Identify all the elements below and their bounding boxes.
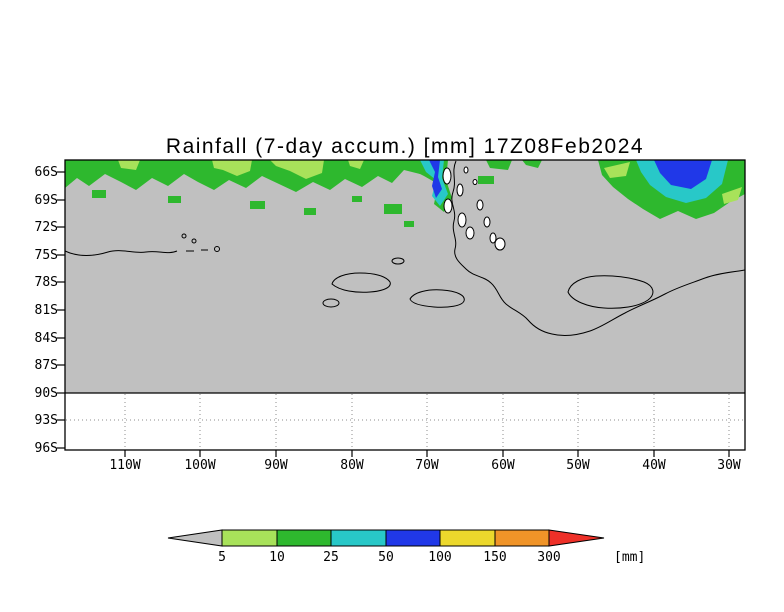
rain-patch-lightgreen xyxy=(722,187,742,204)
small-island-contour xyxy=(214,246,220,252)
island-contour xyxy=(476,199,484,211)
y-tick-label: 75S xyxy=(35,248,58,263)
colorbar-left-arrow xyxy=(167,529,223,547)
rain-speck xyxy=(478,176,494,184)
y-tick-label: 93S xyxy=(35,413,58,428)
colorbar-tick-label: 100 xyxy=(428,550,451,565)
y-tick-label: 90S xyxy=(35,386,58,401)
island-contour xyxy=(456,183,464,197)
axis-ticks xyxy=(57,171,730,457)
chart-title: Rainfall (7-day accum.) [mm] 17Z08Feb202… xyxy=(166,135,644,158)
colorbar-tick-label: 150 xyxy=(483,550,506,565)
x-tick-label: 80W xyxy=(340,458,364,473)
island-contour xyxy=(442,167,452,185)
rain-speck xyxy=(404,221,414,227)
rain-patch-top-middle xyxy=(522,160,542,168)
rain-patch-lightgreen xyxy=(348,160,364,169)
island-contour xyxy=(463,166,469,174)
colorbar-tick-label: 5 xyxy=(218,550,226,565)
y-tick-label: 87S xyxy=(35,358,58,373)
island-loop-contour xyxy=(322,298,340,308)
x-tick-label: 100W xyxy=(184,458,215,473)
rain-patch-blue-northeast xyxy=(654,160,712,189)
coastline-peninsula-main xyxy=(451,160,746,336)
colorbar-unit-label: [mm] xyxy=(614,550,645,565)
x-tick-label: 90W xyxy=(264,458,288,473)
y-tick-label: 84S xyxy=(35,331,58,346)
colorbar-tick-label: 10 xyxy=(269,550,285,565)
island-contour xyxy=(465,226,475,240)
rain-patch-top-middle xyxy=(486,160,512,170)
graticule-dotted xyxy=(66,394,744,449)
small-island-contour xyxy=(191,238,197,244)
x-tick-label: 30W xyxy=(717,458,741,473)
rain-speck xyxy=(352,196,362,202)
island-contour xyxy=(489,232,497,244)
island-contour xyxy=(483,216,491,228)
x-tick-label: 50W xyxy=(566,458,590,473)
colorbar-segment xyxy=(385,529,441,547)
small-island-contour xyxy=(181,233,187,239)
colorbar-segment xyxy=(221,529,278,547)
island-contour xyxy=(472,179,478,185)
x-tick-label: 110W xyxy=(109,458,140,473)
island-loop-contour xyxy=(331,272,391,293)
rain-patch-lightgreen xyxy=(270,160,324,179)
rain-patch-lightgreen xyxy=(212,160,252,176)
rain-speck xyxy=(92,190,106,198)
rain-patch-lightgreen xyxy=(604,162,630,178)
x-tick-label: 70W xyxy=(415,458,439,473)
colorbar-tick-label: 50 xyxy=(378,550,394,565)
colorbar: 5 10 25 50 100 150 300 [mm] xyxy=(167,529,645,565)
rain-speck xyxy=(168,196,181,203)
colorbar-segment xyxy=(276,529,332,547)
x-tick-label: 60W xyxy=(491,458,515,473)
rain-streak-cyan xyxy=(420,160,448,206)
y-axis-labels: 66S 69S 72S 75S 78S 81S 84S 87S 90S 93S … xyxy=(35,165,58,456)
x-tick-label: 40W xyxy=(642,458,666,473)
island-loop-contour xyxy=(409,289,465,308)
island-loop-contour xyxy=(567,275,654,309)
colorbar-tick-label: 300 xyxy=(537,550,560,565)
rain-patch-lightgreen xyxy=(118,160,140,170)
rain-speck xyxy=(250,201,265,209)
y-tick-label: 78S xyxy=(35,275,58,290)
rain-patch-green-west-band xyxy=(65,160,420,192)
rain-speck xyxy=(304,208,316,215)
island-contour xyxy=(457,212,467,228)
plot-frame xyxy=(64,159,746,451)
x-axis-labels: 110W 100W 90W 80W 70W 60W 50W 40W 30W xyxy=(109,458,741,473)
island-loop-contour xyxy=(391,257,405,265)
colorbar-segment xyxy=(330,529,387,547)
y-tick-label: 72S xyxy=(35,220,58,235)
y-tick-label: 81S xyxy=(35,303,58,318)
colorbar-tick-label: 25 xyxy=(323,550,339,565)
rain-shading xyxy=(65,160,745,227)
y-tick-label: 96S xyxy=(35,441,58,456)
rain-streak-blue xyxy=(429,160,442,198)
colorbar-segment xyxy=(494,529,550,547)
colorbar-segment xyxy=(439,529,496,547)
island-contour xyxy=(494,237,506,251)
y-tick-label: 66S xyxy=(35,165,58,180)
island-contour xyxy=(443,198,453,214)
y-tick-label: 69S xyxy=(35,193,58,208)
rain-speck xyxy=(384,204,402,214)
coastline-contours xyxy=(64,160,746,336)
colorbar-right-arrow xyxy=(548,529,605,547)
coastline-west-segment xyxy=(64,250,178,257)
white-island-contours xyxy=(442,166,506,251)
